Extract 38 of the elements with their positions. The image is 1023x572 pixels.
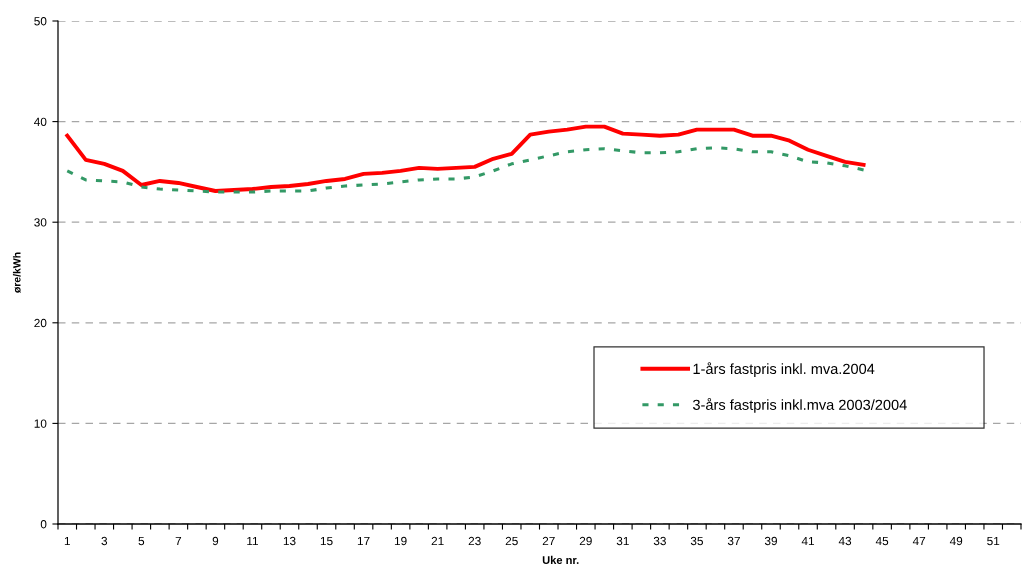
y-tick-label: 10 [34,419,47,428]
x-tick-label: 15 [320,536,333,546]
x-tick-label: 39 [764,536,777,546]
line-series [65,124,866,193]
y-tick-label: 20 [34,318,47,328]
x-tick-label: 31 [616,536,629,546]
x-tick-label: 35 [690,536,703,546]
x-tick-label: 21 [431,536,444,546]
line-series [65,146,866,194]
x-tick-label: 3 [101,536,108,546]
x-tick-label: 29 [579,536,592,546]
y-tick-label: 0 [40,520,47,529]
x-tick-label: 45 [875,536,889,546]
y-tick-label: 50 [34,17,47,26]
legend-label: 1-års fastpris inkl. mva.2004 [693,362,875,377]
x-tick-label: 51 [987,536,1000,546]
x-tick-label: 11 [247,536,259,546]
x-tick-label: 33 [653,536,666,546]
legend-label: 3-års fastpris inkl.mva 2003/2004 [693,398,907,413]
y-axis-title: øre/kWh [12,252,21,294]
x-tick-label: 25 [505,536,518,546]
x-tick-label: 7 [175,536,182,546]
x-tick-label: 43 [838,536,852,546]
x-tick-label: 5 [138,536,145,546]
x-tick-label: 13 [283,536,296,546]
x-tick-label: 17 [357,536,370,546]
x-tick-label: 19 [394,536,407,546]
x-tick-label: 41 [801,536,815,546]
y-tick-label: 30 [34,218,47,227]
x-tick-label: 27 [542,536,555,546]
x-tick-label: 9 [212,536,219,546]
x-tick-label: 37 [727,536,740,546]
x-tick-label: 23 [468,536,481,546]
x-tick-label: 47 [912,536,926,546]
y-tick-label: 40 [34,117,47,126]
x-tick-label: 1 [64,536,70,546]
x-axis-title: Uke nr. [542,555,579,564]
x-tick-label: 49 [949,536,963,546]
